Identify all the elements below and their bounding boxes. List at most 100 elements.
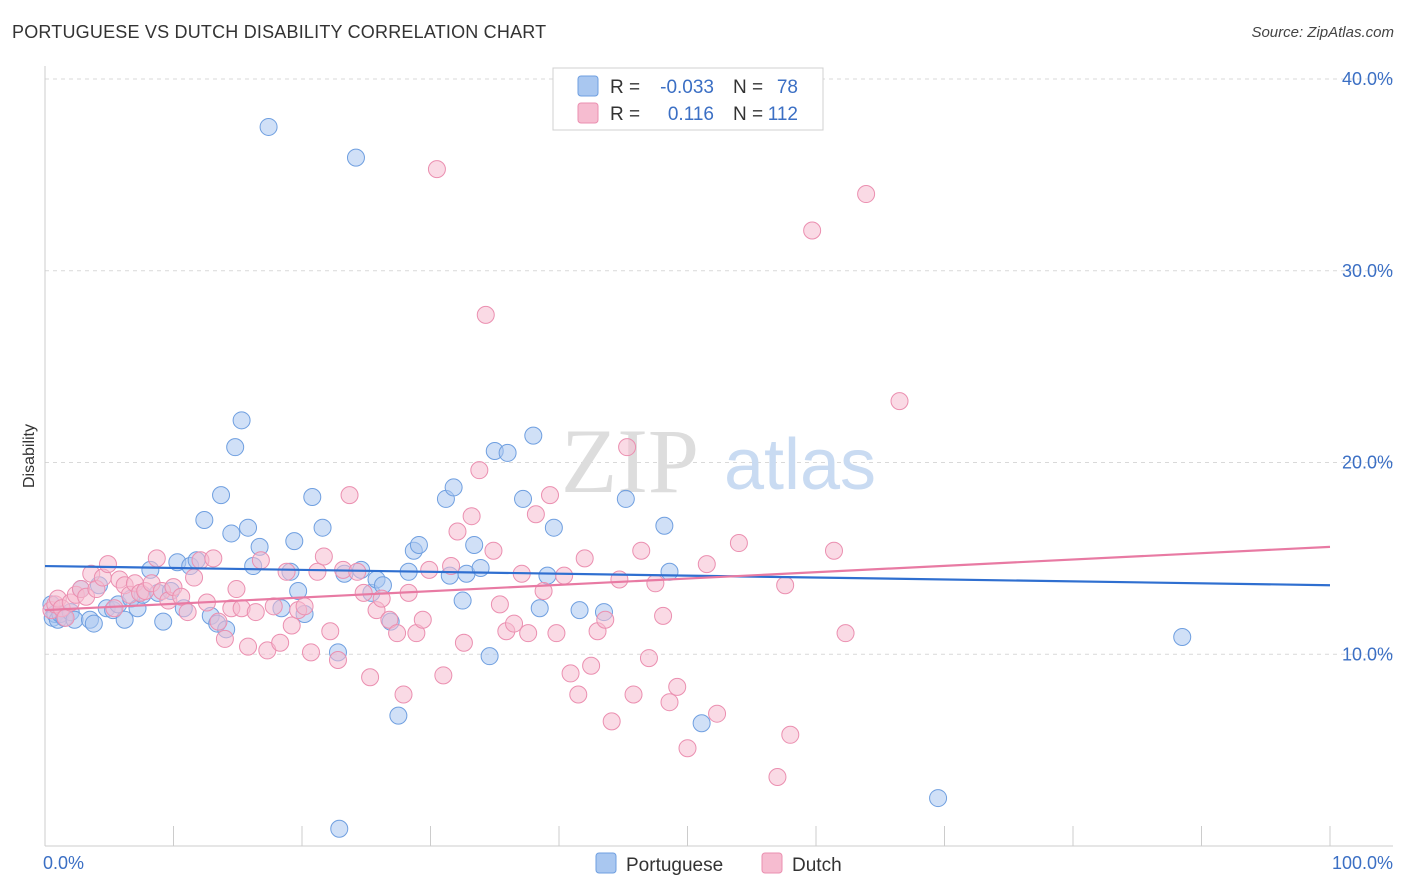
- point-portuguese: [1173, 627, 1192, 646]
- point-dutch: [448, 522, 467, 541]
- point-portuguese: [232, 411, 251, 430]
- point-portuguese: [465, 535, 484, 554]
- point-dutch: [639, 649, 658, 668]
- point-dutch: [654, 606, 673, 625]
- point-portuguese: [389, 706, 408, 725]
- point-dutch: [569, 685, 588, 704]
- point-portuguese: [453, 591, 472, 610]
- point-dutch: [890, 392, 909, 411]
- point-portuguese: [313, 518, 332, 537]
- point-dutch: [420, 560, 439, 579]
- watermark-atlas: atlas: [724, 425, 876, 505]
- y-tick-label: 20.0%: [1342, 453, 1393, 473]
- point-portuguese: [346, 148, 365, 167]
- point-portuguese: [514, 489, 533, 508]
- point-dutch: [98, 555, 117, 574]
- point-dutch: [380, 610, 399, 629]
- point-dutch: [470, 461, 489, 480]
- point-dutch: [172, 587, 191, 606]
- point-dutch: [803, 221, 822, 240]
- scatter-points: [42, 117, 1192, 838]
- legend-r-value: 0.116: [668, 104, 714, 125]
- y-tick-label: 30.0%: [1342, 261, 1393, 281]
- point-dutch: [490, 595, 509, 614]
- point-dutch: [388, 624, 407, 643]
- bottom-legend-swatch-portuguese: [595, 852, 617, 874]
- point-portuguese: [259, 117, 278, 136]
- point-dutch: [314, 547, 333, 566]
- point-portuguese: [660, 562, 679, 581]
- point-dutch: [768, 767, 787, 786]
- point-dutch: [56, 608, 75, 627]
- point-dutch: [394, 685, 413, 704]
- point-portuguese: [480, 647, 499, 666]
- point-dutch: [227, 580, 246, 599]
- point-dutch: [505, 614, 524, 633]
- point-dutch: [204, 549, 223, 568]
- x-tick-labels: 0.0% 100.0%: [43, 853, 1393, 873]
- trend-line-dutch: [44, 545, 1331, 612]
- point-portuguese: [524, 426, 543, 445]
- point-dutch: [646, 574, 665, 593]
- point-dutch: [561, 664, 580, 683]
- point-portuguese: [655, 516, 674, 535]
- correlation-legend: R = -0.033 N = 78 R = 0.116 N = 112: [552, 67, 824, 131]
- point-dutch: [354, 583, 373, 602]
- point-portuguese: [409, 535, 428, 554]
- point-dutch: [836, 624, 855, 643]
- point-dutch: [178, 603, 197, 622]
- y-tick-labels: 10.0% 20.0% 30.0% 40.0%: [1342, 69, 1393, 664]
- point-dutch: [427, 160, 446, 179]
- point-dutch: [526, 505, 545, 524]
- point-portuguese: [84, 614, 103, 633]
- point-dutch: [575, 549, 594, 568]
- point-dutch: [215, 629, 234, 648]
- point-dutch: [708, 704, 727, 723]
- x-tick-label: 0.0%: [43, 853, 84, 873]
- point-dutch: [660, 693, 679, 712]
- point-dutch: [678, 739, 697, 758]
- point-dutch: [239, 637, 258, 656]
- point-dutch: [147, 549, 166, 568]
- point-dutch: [361, 668, 380, 687]
- legend-r-label: R =: [610, 77, 640, 98]
- x-tick-label: 100.0%: [1332, 853, 1393, 873]
- legend-r-label: R =: [610, 104, 640, 125]
- point-dutch: [295, 597, 314, 616]
- point-portuguese: [444, 478, 463, 497]
- point-dutch: [308, 562, 327, 581]
- y-tick-label: 40.0%: [1342, 69, 1393, 89]
- point-dutch: [857, 185, 876, 204]
- point-dutch: [555, 566, 574, 585]
- point-portuguese: [285, 532, 304, 551]
- point-dutch: [413, 610, 432, 629]
- trend-line-portuguese: [44, 564, 1331, 587]
- point-dutch: [462, 507, 481, 526]
- point-portuguese: [616, 489, 635, 508]
- legend-n-label: N =: [733, 104, 763, 125]
- point-dutch: [596, 610, 615, 629]
- point-portuguese: [530, 599, 549, 618]
- axes: [44, 66, 1393, 847]
- point-dutch: [271, 633, 290, 652]
- point-portuguese: [226, 438, 245, 457]
- point-dutch: [618, 438, 637, 457]
- bottom-legend-swatch-dutch: [761, 852, 783, 874]
- point-portuguese: [498, 443, 517, 462]
- point-dutch: [547, 624, 566, 643]
- point-dutch: [340, 486, 359, 505]
- point-dutch: [541, 486, 560, 505]
- point-dutch: [277, 562, 296, 581]
- point-portuguese: [222, 524, 241, 543]
- point-dutch: [282, 616, 301, 635]
- point-dutch: [434, 666, 453, 685]
- point-dutch: [209, 612, 228, 631]
- point-portuguese: [303, 488, 322, 507]
- series-legend: Portuguese Dutch: [595, 852, 842, 876]
- point-dutch: [776, 576, 795, 595]
- point-portuguese: [115, 610, 134, 629]
- point-dutch: [185, 568, 204, 587]
- trend-lines: [44, 545, 1331, 612]
- point-portuguese: [538, 566, 557, 585]
- point-dutch: [781, 725, 800, 744]
